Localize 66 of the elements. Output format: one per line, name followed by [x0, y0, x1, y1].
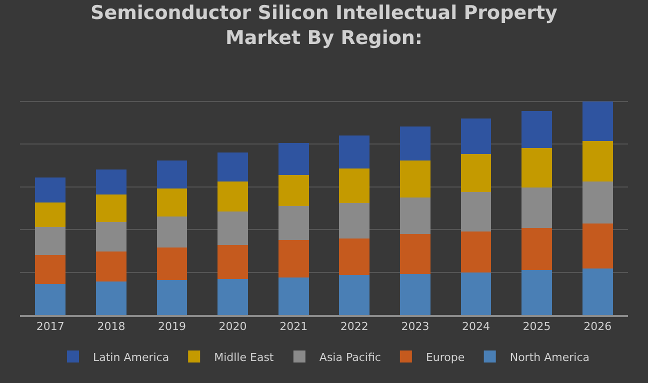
bar: [400, 234, 430, 274]
bar: [156, 247, 188, 280]
legend-label: Europe: [426, 350, 465, 364]
bar: [582, 224, 613, 268]
x-tick-label: 2024: [462, 320, 490, 333]
bar: [339, 202, 370, 238]
legend-label: Latin America: [93, 350, 170, 364]
bar: [156, 280, 188, 315]
x-tick-label: 2020: [218, 320, 247, 333]
x-tick-label: 2022: [340, 320, 368, 333]
bar: [278, 206, 309, 240]
bar: [35, 227, 66, 256]
bar: [218, 182, 248, 212]
bar: [522, 111, 552, 148]
legend-label: Midlle East: [214, 350, 274, 364]
bar: [96, 251, 126, 282]
x-tick-label: 2026: [584, 320, 612, 333]
bar: [400, 160, 430, 198]
legend-label: North America: [510, 350, 590, 364]
bar: [218, 279, 248, 315]
bar: [96, 170, 126, 195]
x-tick-label: 2017: [36, 320, 64, 333]
bar: [522, 148, 552, 188]
bar: [156, 216, 188, 248]
bar: [339, 136, 370, 169]
bar: [339, 275, 370, 315]
x-tick-label: 2025: [522, 320, 551, 333]
bar: [96, 222, 126, 252]
bar: [582, 182, 613, 224]
bar: [218, 244, 248, 280]
bar: [582, 101, 613, 141]
x-tick-label: 2019: [158, 320, 186, 333]
bar: [582, 140, 613, 182]
bar: [522, 187, 552, 228]
bar: [96, 194, 126, 222]
bar: [339, 168, 370, 203]
bar: [400, 126, 430, 161]
x-tick-label: 2023: [401, 320, 430, 333]
x-tick-label: 2021: [280, 320, 308, 333]
bar: [35, 202, 66, 228]
bar: [460, 154, 492, 192]
bar: [96, 282, 126, 315]
bar: [460, 272, 492, 315]
bar: [156, 188, 188, 217]
x-tick-label: 2018: [97, 320, 126, 333]
bar: [460, 232, 492, 272]
bar: [35, 255, 66, 284]
bar: [582, 268, 613, 315]
bar: [460, 118, 492, 154]
bar: [156, 160, 188, 188]
bar: [400, 197, 430, 234]
bar: [278, 174, 309, 206]
bar: [460, 192, 492, 232]
bar: [35, 284, 66, 315]
bar: [218, 152, 248, 182]
bar: [522, 270, 552, 315]
bar: [278, 143, 309, 175]
chart-title: Semiconductor Silicon Intellectual Property Market By Region:: [90, 2, 558, 49]
bar: [339, 238, 370, 276]
bar: [278, 278, 309, 315]
bar: [278, 240, 309, 278]
bar: [35, 178, 66, 203]
legend-label: Asia Pacific: [319, 350, 381, 364]
bar: [522, 228, 552, 270]
bar: [400, 274, 430, 315]
bar: [218, 212, 248, 245]
